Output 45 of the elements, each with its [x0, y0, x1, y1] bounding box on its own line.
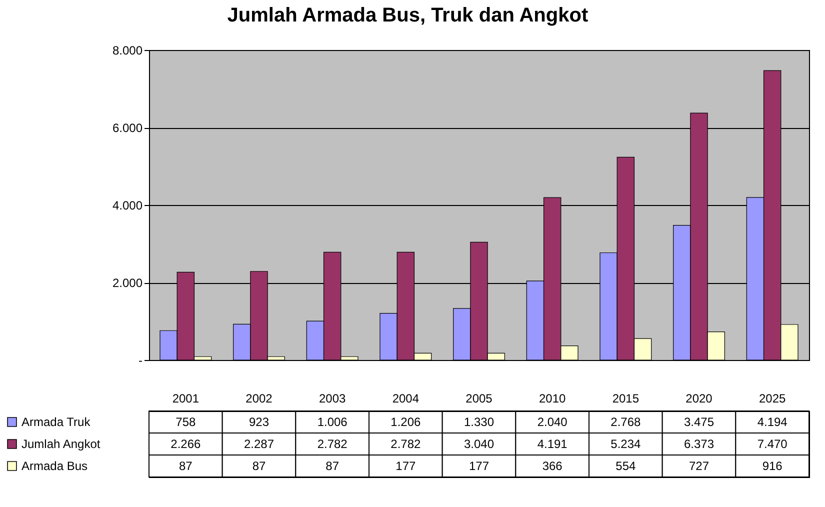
data-label: 6.373 [684, 437, 714, 451]
y-tick-label: 8.000 [112, 44, 143, 58]
data-label: 87 [252, 459, 266, 473]
x-tick-label: 2025 [758, 392, 786, 406]
data-label: 2.768 [610, 415, 642, 429]
data-label: 1.006 [317, 415, 348, 429]
x-tick-label: 2015 [612, 392, 640, 406]
legend-label: Jumlah Angkot [22, 437, 101, 451]
y-tick-label: 2.000 [112, 276, 143, 290]
legend-label: Armada Bus [22, 459, 88, 473]
x-tick-label: 2002 [246, 392, 273, 406]
data-label: 366 [542, 459, 563, 473]
y-tick-label: - [138, 354, 142, 368]
x-tick-label: 2003 [318, 392, 346, 406]
data-label: 5.234 [610, 437, 642, 451]
data-label: 727 [688, 459, 710, 473]
data-label: 87 [326, 459, 340, 473]
data-label: 1.330 [464, 415, 494, 429]
data-label: 923 [248, 415, 270, 429]
data-label: 554 [616, 459, 636, 473]
chart-title: Jumlah Armada Bus, Truk dan Angkot [227, 4, 588, 26]
data-label: 916 [762, 459, 783, 473]
x-tick-label: 2001 [172, 392, 200, 406]
data-label: 2.782 [390, 437, 422, 451]
x-tick-label: 2010 [538, 392, 566, 406]
x-tick-label: 2005 [466, 392, 493, 406]
legend-label: Armada Truk [22, 415, 92, 429]
data-label: 1.206 [390, 415, 422, 429]
data-label: 87 [178, 459, 193, 473]
data-label: 7.470 [757, 437, 788, 451]
data-label: 2.266 [170, 437, 202, 451]
y-tick-label: 4.000 [112, 198, 143, 212]
data-label: 2.782 [317, 437, 348, 451]
data-label: 177 [468, 459, 490, 473]
data-label: 4.194 [757, 415, 788, 429]
data-label: 758 [176, 415, 196, 429]
x-tick-label: 2004 [392, 392, 420, 406]
x-tick-label: 2020 [686, 392, 713, 406]
data-label: 2.287 [244, 437, 274, 451]
data-label: 4.191 [537, 437, 568, 451]
data-label: 177 [396, 459, 416, 473]
data-label: 3.040 [464, 437, 494, 451]
y-tick-label: 6.000 [112, 121, 143, 135]
data-label: 2.040 [537, 415, 568, 429]
data-label: 3.475 [684, 415, 714, 429]
